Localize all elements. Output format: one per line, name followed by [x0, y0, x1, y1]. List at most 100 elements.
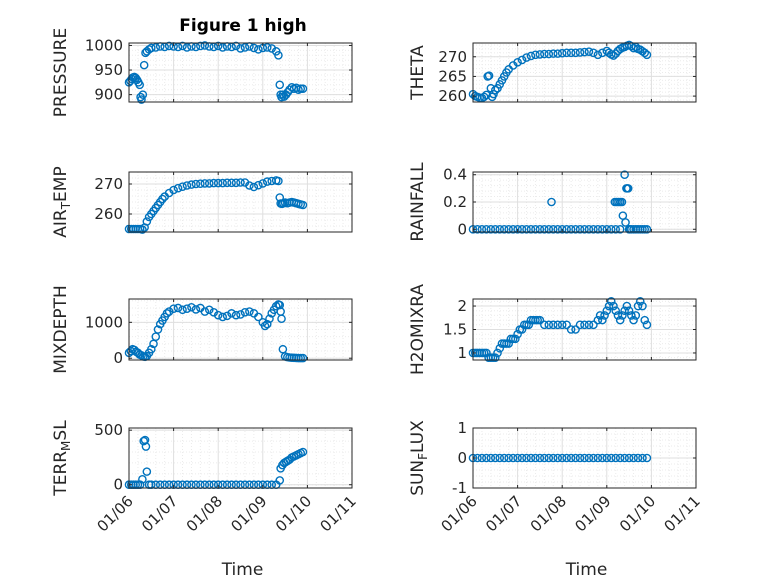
data-point [278, 344, 288, 354]
y-tick-label: 270 [438, 48, 467, 66]
series-markers [468, 170, 652, 234]
data-point [482, 348, 491, 358]
data-point [173, 303, 183, 313]
data-point [526, 224, 536, 234]
data-point [213, 178, 223, 188]
data-point [153, 325, 163, 334]
data-point [178, 305, 187, 315]
data-point [254, 180, 263, 190]
data-point [141, 442, 151, 451]
data-point [151, 43, 161, 52]
data-point [531, 453, 540, 463]
data-point [508, 453, 518, 463]
data-point [535, 50, 545, 59]
data-point [526, 453, 536, 463]
data-point [627, 311, 636, 320]
data-point [589, 224, 598, 234]
data-point [580, 224, 589, 234]
data-point [642, 50, 652, 60]
data-point [575, 224, 585, 234]
data-point [169, 185, 178, 195]
data-point [602, 453, 612, 463]
data-point [547, 197, 556, 207]
data-point [623, 184, 633, 193]
series-markers [468, 297, 652, 362]
data-point [553, 224, 563, 234]
data-point [262, 177, 272, 186]
data-point [222, 311, 232, 321]
data-point [517, 325, 527, 334]
data-point [191, 179, 201, 189]
data-point [508, 224, 518, 234]
data-point [262, 43, 272, 52]
data-point [482, 224, 491, 234]
data-point [298, 200, 308, 210]
data-point [618, 211, 628, 220]
data-point [504, 224, 513, 234]
data-point [200, 307, 210, 316]
data-point [187, 302, 196, 312]
data-point [178, 182, 187, 191]
data-point [142, 467, 152, 476]
data-point [620, 306, 629, 316]
data-point [298, 353, 308, 363]
y-tick-label: 900 [94, 86, 123, 104]
y-tick-label: -1 [452, 479, 467, 497]
data-point [606, 224, 616, 234]
data-point [553, 320, 563, 330]
data-point [613, 311, 623, 320]
axes-box [128, 42, 353, 103]
x-tick-label: 01/08 [527, 492, 570, 535]
data-point [606, 453, 616, 463]
y-tick-label: 0 [113, 349, 123, 367]
subplot-4: 0 0.2 0.4 RAINFALL [408, 162, 697, 242]
data-point [571, 453, 580, 463]
data-point [575, 48, 585, 57]
data-point [236, 178, 245, 187]
data-point [142, 217, 152, 226]
y-axis-label: MIXDEPTH [51, 285, 71, 374]
axes-box [128, 171, 353, 233]
data-point [540, 224, 549, 234]
data-point [240, 43, 250, 52]
data-point [593, 224, 603, 234]
data-point [544, 453, 554, 463]
y-tick-label: 270 [94, 175, 123, 193]
data-point [606, 297, 616, 306]
data-point [548, 224, 558, 234]
data-point [544, 49, 554, 59]
data-point [138, 225, 147, 234]
y-axis-label: THETA [408, 45, 428, 101]
y-axis-label: TERRMSL [51, 420, 73, 497]
data-point [164, 41, 174, 51]
subplot-3: 260 270 AIRTEMP [51, 166, 353, 238]
data-point [138, 474, 147, 484]
subplot-7: 0 500 TERRMSL 01/06 01/07 01/08 01/09 01/10 01/1… [51, 420, 360, 580]
data-point [602, 306, 612, 316]
data-point [615, 224, 625, 234]
data-point [254, 45, 263, 54]
data-point [548, 453, 558, 463]
data-point [633, 301, 643, 311]
data-point [499, 453, 509, 463]
x-tick-label: 01/11 [661, 492, 704, 535]
data-point [557, 320, 567, 330]
data-point [477, 453, 487, 463]
data-point [275, 80, 285, 90]
series-markers [468, 453, 652, 463]
data-point [517, 55, 527, 65]
y-tick-label: 1000 [85, 36, 123, 54]
data-point [615, 453, 625, 463]
data-point [517, 453, 527, 463]
data-point [622, 301, 632, 311]
subplot-5: 0 1000 MIXDEPTH [51, 285, 353, 374]
data-point [213, 41, 223, 51]
data-point [493, 348, 502, 358]
data-point [490, 85, 500, 95]
data-point [191, 305, 201, 314]
y-tick-label: 950 [94, 61, 123, 79]
series-markers [124, 176, 308, 234]
data-point [562, 453, 571, 463]
